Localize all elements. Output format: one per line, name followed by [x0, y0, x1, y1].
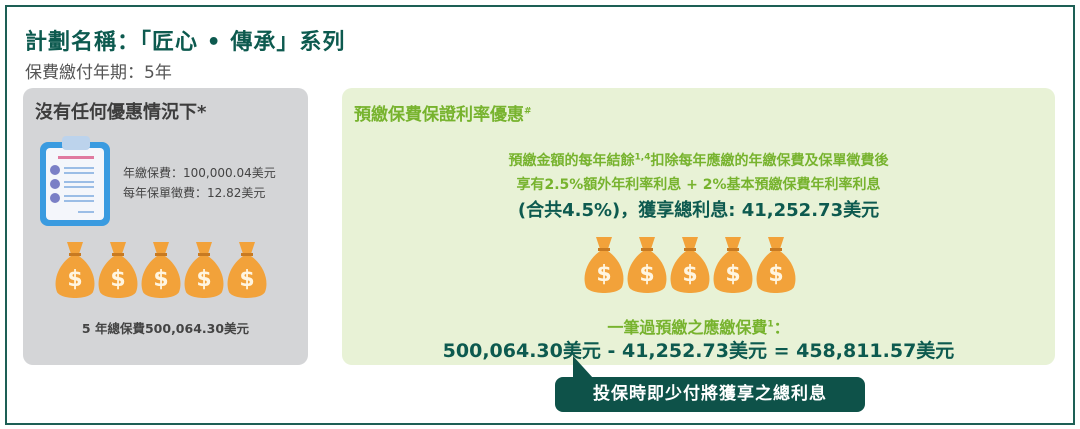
- money-bag-icon: $: [754, 233, 798, 297]
- offer-line-2: 享有2.5%額外年利率利息 + 2%基本預繳保費年利率利息: [516, 177, 881, 193]
- frame: [5, 5, 1075, 425]
- svg-text:$: $: [196, 267, 211, 292]
- callout-badge: 投保時即少付將獲享之總利息: [555, 377, 865, 412]
- callout-tail: [573, 356, 593, 378]
- money-bag-icon: $: [625, 233, 669, 297]
- plan-title: 計劃名稱：「匠心 • 傳承」系列: [25, 30, 346, 55]
- money-bag-icon: $: [225, 238, 269, 302]
- annual-premium: 年繳保費：100,000.04美元: [123, 166, 276, 180]
- svg-text:$: $: [596, 262, 611, 287]
- prepay-offer-panel: 預繳保費保證利率優惠# 預繳金額的每年結餘1,4扣除每年應繳的年繳保費及保單徵費…: [342, 88, 1055, 365]
- svg-text:$: $: [725, 262, 740, 287]
- money-bags: $ $ $ $ $: [53, 238, 268, 302]
- svg-text:$: $: [153, 267, 168, 292]
- money-bag-icon: $: [182, 238, 226, 302]
- calculation: 500,064.30美元 - 41,252.73美元 = 458,811.57美…: [442, 340, 955, 362]
- total-premium: 5 年總保費500,064.30美元: [81, 321, 250, 336]
- svg-text:$: $: [639, 262, 654, 287]
- svg-text:$: $: [682, 262, 697, 287]
- money-bag-icon: $: [668, 233, 712, 297]
- offer-line-1: 預繳金額的每年結餘1,4扣除每年應繳的年繳保費及保單徵費後: [508, 152, 889, 169]
- no-offer-heading: 沒有任何優惠情況下*: [35, 102, 207, 123]
- policy-fee: 每年保單徵費：12.82美元: [123, 186, 266, 200]
- money-bag-icon: $: [96, 238, 140, 302]
- money-bags: $ $ $ $ $: [582, 233, 797, 297]
- money-bag-icon: $: [582, 233, 626, 297]
- svg-text:$: $: [239, 267, 254, 292]
- svg-text:$: $: [67, 267, 82, 292]
- payment-term: 保費繳付年期：5年: [25, 63, 172, 83]
- prepay-heading: 預繳保費保證利率優惠#: [354, 105, 532, 125]
- no-offer-panel: 沒有任何優惠情況下* 年繳保費：100,000.04美元 每年保單徵費：12.8…: [23, 88, 308, 365]
- lump-sum-label: 一筆過預繳之應繳保費1：: [607, 318, 790, 337]
- money-bag-icon: $: [53, 238, 97, 302]
- money-bag-icon: $: [711, 233, 755, 297]
- clipboard-icon: [40, 136, 110, 226]
- total-interest: (合共4.5%)，獲享總利息: 41,252.73美元: [517, 200, 880, 221]
- svg-text:$: $: [768, 262, 783, 287]
- money-bag-icon: $: [139, 238, 183, 302]
- svg-text:$: $: [110, 267, 125, 292]
